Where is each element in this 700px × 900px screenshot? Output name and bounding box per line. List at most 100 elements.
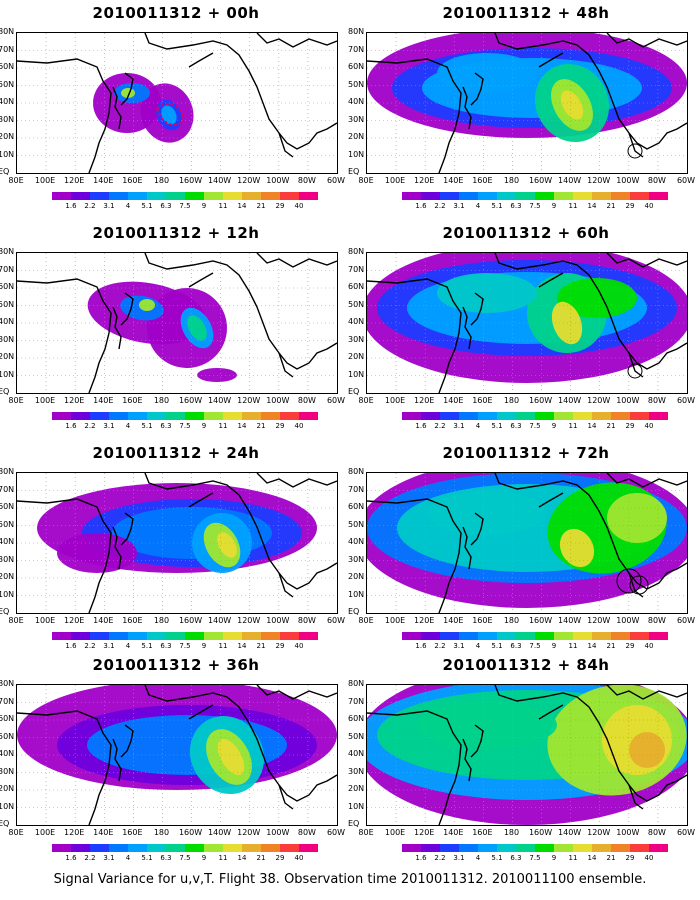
- lon-tick-label: 80W: [647, 176, 666, 185]
- lon-tick-label: 140E: [93, 396, 114, 405]
- colorbar-swatch: [299, 412, 318, 420]
- colorbar-swatch: [185, 412, 204, 420]
- colorbar-level-label: 1.6: [415, 642, 427, 650]
- colorbar-level-label: 11: [218, 202, 228, 210]
- colorbar-swatch: [71, 844, 90, 852]
- colorbar-swatch: [261, 632, 280, 640]
- lon-tick-label: 80E: [358, 828, 374, 837]
- colorbar: [402, 192, 668, 204]
- lat-tick-label: 30N: [348, 334, 364, 344]
- panel-72h: 2010011312 + 72h 80N 70N 60N 50N 40N 30N 20N 10…: [348, 444, 696, 659]
- coastline: [470, 72, 484, 106]
- lat-tick-label: 20N: [0, 784, 14, 793]
- lon-tick-label: 80W: [297, 396, 316, 405]
- colorbar-level-label: 4: [475, 422, 481, 430]
- colorbar-swatch: [242, 632, 261, 640]
- lat-tick-label: 80N: [0, 28, 14, 36]
- colorbar-swatch: [440, 412, 459, 420]
- lon-tick-label: 60W: [326, 828, 346, 837]
- lat-tick-label: 70N: [0, 696, 14, 706]
- lat-tick-label: 30N: [348, 114, 364, 124]
- lon-tick-label: 100E: [34, 396, 56, 405]
- panel-title: 2010011312 + 12h: [92, 224, 260, 242]
- lon-tick-label: 120W: [237, 396, 261, 405]
- lon-tick-label: 140E: [443, 828, 464, 837]
- coastline: [120, 512, 134, 546]
- colorbar-swatch: [630, 412, 649, 420]
- lat-tick-label: 80N: [0, 468, 14, 476]
- colorbar-swatch: [71, 412, 90, 420]
- panel-60h: 2010011312 + 60h 80N 70N 60N 50N 40N 30N 20N 10…: [348, 224, 696, 439]
- coastline: [494, 253, 687, 370]
- lon-tick-label: 160E: [122, 176, 143, 185]
- lat-tick-label: 50N: [0, 79, 14, 89]
- lon-tick-label: 140W: [558, 176, 582, 185]
- map-plot: [16, 684, 338, 826]
- lon-tick-label: 140E: [443, 176, 464, 185]
- panel-title: 2010011312 + 60h: [442, 224, 610, 242]
- colorbar-swatch: [71, 192, 90, 200]
- lon-tick-label: 80E: [358, 176, 374, 185]
- colorbar-swatch: [299, 192, 318, 200]
- lon-tick-label: 100W: [616, 176, 640, 185]
- coastline: [462, 738, 472, 782]
- colorbar-level-label: 2.2: [434, 854, 446, 862]
- panel-24h: 2010011312 + 24h 80N 70N 60N 50N 40N 30N 20N 10…: [0, 444, 346, 659]
- colorbar-swatch: [109, 412, 128, 420]
- variance-contour: [417, 701, 557, 749]
- coastline: [606, 253, 687, 268]
- colorbar-level-label: 9: [201, 202, 207, 210]
- colorbar-swatch: [630, 844, 649, 852]
- colorbar-level-label: 14: [587, 854, 597, 862]
- colorbar-swatch: [204, 844, 223, 852]
- lon-tick-label: 160E: [122, 396, 143, 405]
- lat-tick-label: 10N: [348, 149, 364, 159]
- colorbar-level-label: 21: [256, 422, 266, 430]
- colorbar-swatch: [147, 632, 166, 640]
- colorbar-swatch: [440, 632, 459, 640]
- colorbar-level-label: 29: [275, 202, 285, 210]
- colorbar-level-label: 21: [606, 642, 616, 650]
- colorbar-level-label: 3.1: [103, 422, 115, 430]
- coastline: [144, 33, 337, 150]
- colorbar-level-label: 6.3: [160, 854, 172, 862]
- lon-tick-label: 160E: [472, 176, 493, 185]
- colorbar-swatch: [497, 412, 516, 420]
- lat-tick-label: 10N: [348, 589, 364, 599]
- lon-tick-label: 140E: [443, 396, 464, 405]
- colorbar-swatch: [554, 844, 573, 852]
- coastline: [188, 272, 214, 288]
- colorbar-level-label: 4: [125, 854, 131, 862]
- colorbar-swatch: [402, 632, 421, 640]
- coastline: [144, 685, 337, 802]
- coastline: [112, 526, 122, 570]
- coastline: [538, 52, 564, 68]
- colorbar-level-label: 40: [294, 854, 304, 862]
- lon-tick-label: 100E: [384, 616, 406, 625]
- colorbar-level-label: 40: [294, 422, 304, 430]
- colorbar-labels: 1.6 2.2 3.1 4 5.1 6.3 7.5 9 11 14 21 29 40: [402, 422, 668, 432]
- lon-labels: 80E 100E 120E 140E 160E 180 160W 140W 120W 100W 80…: [8, 616, 345, 628]
- lon-tick-label: 160W: [178, 828, 203, 837]
- variance-contour: [557, 278, 637, 318]
- colorbar-level-label: 9: [201, 422, 207, 430]
- lon-tick-label: 80E: [358, 396, 374, 405]
- lon-tick-label: 80E: [8, 616, 24, 625]
- lon-tick-label: 100W: [616, 828, 640, 837]
- colorbar-level-label: 40: [294, 642, 304, 650]
- lat-tick-label: 70N: [348, 44, 364, 54]
- colorbar-swatch: [223, 632, 242, 640]
- colorbar-swatch: [166, 632, 185, 640]
- colorbar-swatch: [611, 192, 630, 200]
- colorbar-level-label: 9: [201, 642, 207, 650]
- colorbar-level-label: 4: [475, 642, 481, 650]
- lat-labels: 80N 70N 60N 50N 40N 30N 20N 10N EQ: [348, 468, 364, 618]
- colorbar-swatch: [128, 192, 147, 200]
- map-plot: [366, 32, 688, 174]
- colorbar-level-label: 4: [475, 202, 481, 210]
- colorbar-level-label: 7.5: [179, 202, 191, 210]
- lat-tick-label: 70N: [348, 484, 364, 494]
- panel-title: 2010011312 + 84h: [442, 656, 610, 674]
- lon-tick-label: 80E: [8, 396, 24, 405]
- colorbar-level-label: 5.1: [141, 202, 153, 210]
